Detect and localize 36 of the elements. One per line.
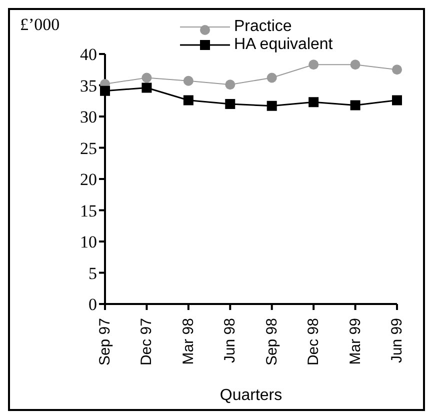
y-tick-label: 5 — [88, 264, 97, 283]
point — [266, 72, 277, 83]
point — [142, 72, 152, 83]
y-axis-title: £’000 — [20, 15, 60, 34]
point — [225, 99, 236, 109]
point — [350, 100, 360, 110]
point — [308, 97, 319, 108]
legend-label: Practice — [234, 18, 292, 36]
x-tick-label: Jun 99 — [388, 318, 406, 364]
point — [392, 64, 402, 75]
y-tick-label: 15 — [80, 201, 97, 220]
point — [392, 95, 402, 106]
y-tick-label: 0 — [88, 295, 97, 314]
point — [183, 76, 194, 86]
y-tick-label: 30 — [80, 108, 97, 127]
point — [100, 86, 110, 96]
y-tick-label: 35 — [80, 76, 97, 96]
x-tick-label: Dec 98 — [305, 318, 322, 366]
y-tick-label: 40 — [80, 45, 97, 64]
point — [308, 60, 319, 70]
point — [266, 100, 277, 111]
x-tick-label: Mar 99 — [346, 318, 364, 365]
x-tick-label: Mar 98 — [180, 318, 197, 365]
point — [225, 80, 236, 90]
x-axis-title: Quarters — [220, 387, 282, 404]
point — [183, 95, 194, 106]
x-tick-label: Dec 97 — [138, 318, 156, 366]
legend-label: HA equivalent — [234, 36, 333, 54]
point — [142, 82, 152, 93]
y-tick-label: 20 — [80, 170, 97, 190]
y-tick-label: 10 — [80, 232, 97, 252]
point — [350, 60, 360, 70]
y-tick-label: 25 — [80, 138, 97, 158]
x-tick-label: Sep 98 — [263, 318, 280, 366]
x-tick-label: Sep 97 — [96, 318, 114, 366]
x-tick-label: Jun 98 — [222, 318, 239, 364]
